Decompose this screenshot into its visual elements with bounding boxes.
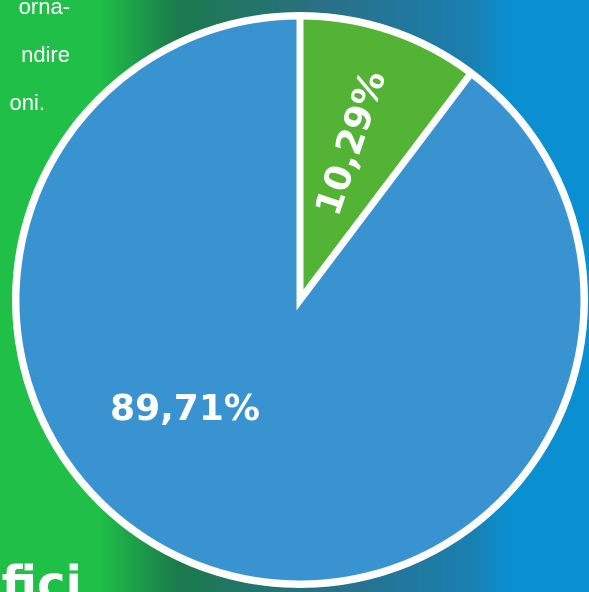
slice-label: 89,71% <box>110 388 260 429</box>
page: {"chart_data": {"type": "pie", "categori… <box>0 0 589 592</box>
background-text: orna- <box>19 0 70 19</box>
pie-slice <box>16 16 584 584</box>
background-text: ndire <box>21 42 70 67</box>
pie: 10,29%89,71% <box>12 12 588 588</box>
background-text: oni. <box>10 90 45 115</box>
chart: orna- ndire oni. fici 10,29%89,71% <box>0 0 589 592</box>
background-heading: fici <box>2 556 82 592</box>
